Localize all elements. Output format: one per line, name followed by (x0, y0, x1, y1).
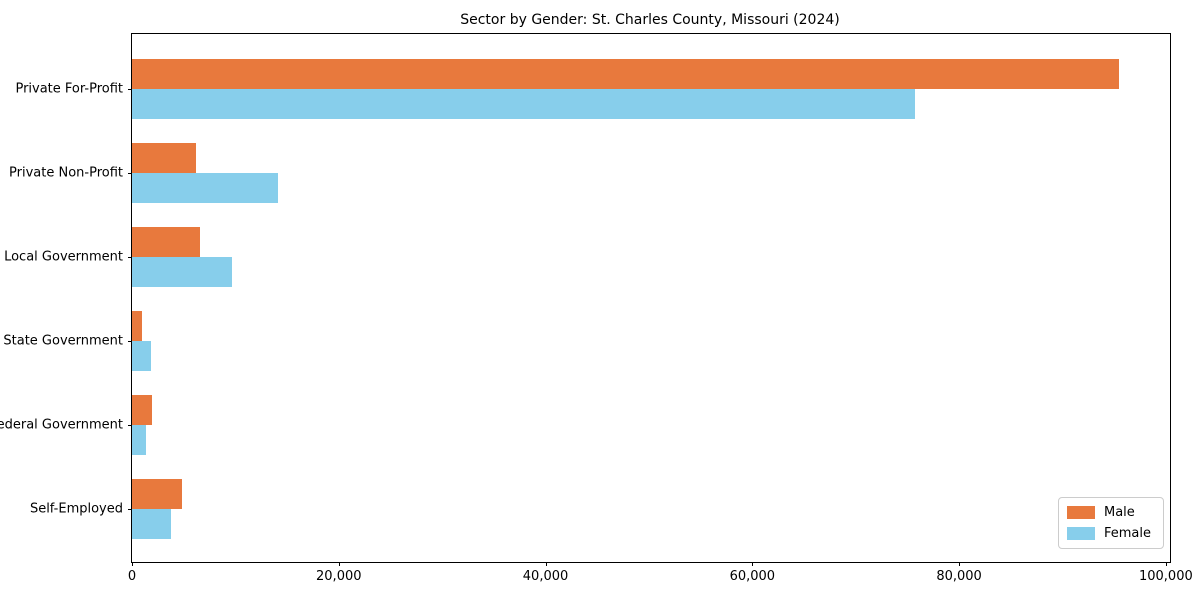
bar-male (132, 143, 197, 173)
bar-male (132, 59, 1120, 89)
x-axis-tick-label: 60,000 (729, 569, 776, 584)
y-axis-label: Federal Government (0, 417, 123, 433)
x-axis-tick (338, 562, 340, 566)
bar-male (132, 395, 152, 425)
y-axis-label: State Government (3, 333, 123, 349)
bar-male (132, 479, 182, 509)
x-axis-tick-label: 0 (127, 569, 137, 584)
legend-swatch-female (1066, 527, 1095, 540)
bar-female (132, 425, 147, 455)
bar-male (132, 227, 201, 257)
x-axis-tick (132, 562, 133, 566)
x-axis-tick (1165, 562, 1167, 566)
plot-area: Private For-Profit Private Non-Profit Loca… (0, 33, 1193, 584)
x-axis-tick (959, 562, 961, 566)
x-axis-tick (752, 562, 754, 566)
y-axis-tick (128, 257, 132, 258)
x-axis-tick (545, 562, 547, 566)
legend: Male Female (1057, 497, 1164, 549)
bar-group: Local Government (4, 227, 1170, 287)
x-axis-tick-label: 40,000 (522, 569, 569, 584)
x-axis-tick-label: 100,000 (1138, 569, 1193, 584)
bar-group: Self-Employed (30, 479, 1170, 539)
y-axis-tick (128, 425, 132, 426)
x-axis-tick-label: 80,000 (936, 569, 982, 584)
y-axis-label: Private Non-Profit (9, 165, 123, 181)
y-axis-tick (128, 89, 132, 90)
bar-female (132, 173, 278, 203)
legend-label: Male (1103, 505, 1135, 520)
bar-female (132, 257, 233, 287)
bar-female (132, 89, 915, 119)
y-axis-label: Private For-Profit (15, 81, 123, 97)
y-axis-tick (128, 509, 132, 510)
bar-male (132, 311, 143, 341)
chart-title: Sector by Gender: St. Charles County, Mi… (460, 12, 840, 28)
legend-item: Male (1066, 505, 1151, 520)
y-axis-label: Self-Employed (29, 501, 123, 517)
legend-item: Female (1066, 526, 1151, 541)
y-axis-tick (128, 341, 132, 342)
y-axis-tick (128, 173, 132, 174)
bar-female (132, 509, 172, 539)
bar-group: Private For-Profit (15, 59, 1170, 119)
bar-female (132, 341, 151, 371)
y-axis-label: Local Government (4, 249, 123, 265)
bar-group: Federal Government (0, 395, 1170, 455)
legend-label: Female (1103, 526, 1151, 541)
legend-swatch-male (1066, 506, 1095, 519)
bar-group: Private Non-Profit (9, 143, 1170, 203)
x-axis-tick-label: 20,000 (316, 569, 362, 584)
bar-group: State Government (3, 311, 1170, 371)
